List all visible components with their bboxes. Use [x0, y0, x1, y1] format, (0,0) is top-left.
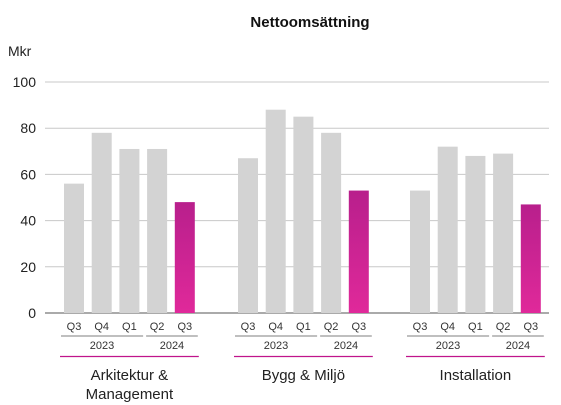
quarter-tick-label: Q3: [67, 321, 82, 333]
bar: [321, 132, 342, 313]
quarter-tick-label: Q1: [122, 321, 137, 333]
bars: [64, 109, 541, 314]
bar: [64, 183, 84, 313]
bar: [410, 190, 430, 313]
y-tick-label: 40: [20, 213, 36, 229]
quarter-tick-label: Q1: [296, 321, 311, 333]
x-axis: Q3 Q4 Q1 Q2 Q3 2023 2024 Arkitektur & Management…: [60, 321, 545, 403]
quarter-tick-label: Q4: [440, 321, 455, 333]
year-label: 2024: [506, 340, 530, 352]
quarter-tick-label: Q3: [241, 321, 256, 333]
quarter-tick-label: Q2: [324, 321, 339, 333]
quarter-tick-label: Q4: [268, 321, 283, 333]
year-label: 2023: [90, 340, 114, 352]
quarter-tick-label: Q3: [351, 321, 366, 333]
y-tick-label: 80: [20, 120, 36, 136]
bar: [238, 158, 258, 313]
bar-current-quarter: [174, 202, 195, 313]
bar: [493, 153, 514, 313]
quarter-tick-label: Q1: [468, 321, 483, 333]
year-label: 2023: [264, 340, 288, 352]
group-label: Installation: [440, 367, 512, 384]
y-tick-label: 20: [20, 259, 36, 275]
quarter-tick-label: Q2: [496, 321, 511, 333]
bar-current-quarter: [348, 190, 369, 313]
quarter-tick-label: Q2: [150, 321, 165, 333]
quarter-tick-label: Q3: [413, 321, 428, 333]
year-label: 2024: [160, 340, 184, 352]
bar: [465, 155, 486, 313]
y-tick-label: 60: [20, 166, 36, 182]
quarter-tick-label: Q3: [523, 321, 538, 333]
group-label: Management: [86, 386, 174, 403]
quarter-tick-label: Q4: [94, 321, 109, 333]
bar: [147, 148, 168, 313]
bar: [293, 116, 314, 314]
year-label: 2024: [334, 340, 358, 352]
group-label: Arkitektur &: [91, 367, 169, 384]
bar: [265, 109, 286, 313]
y-tick-label: 100: [13, 74, 37, 90]
chart-title: Nettoomsättning: [250, 14, 369, 31]
year-label: 2023: [436, 340, 460, 352]
bar-current-quarter: [520, 204, 541, 313]
quarter-tick-label: Q3: [177, 321, 192, 333]
y-axis-label: Mkr: [8, 43, 32, 59]
group-label: Bygg & Miljö: [262, 367, 345, 384]
y-axis-ticks: 0 20 40 60 80 100: [13, 74, 37, 321]
bar: [437, 146, 458, 313]
y-tick-label: 0: [28, 305, 36, 321]
bar: [91, 132, 112, 313]
bar: [119, 148, 140, 313]
